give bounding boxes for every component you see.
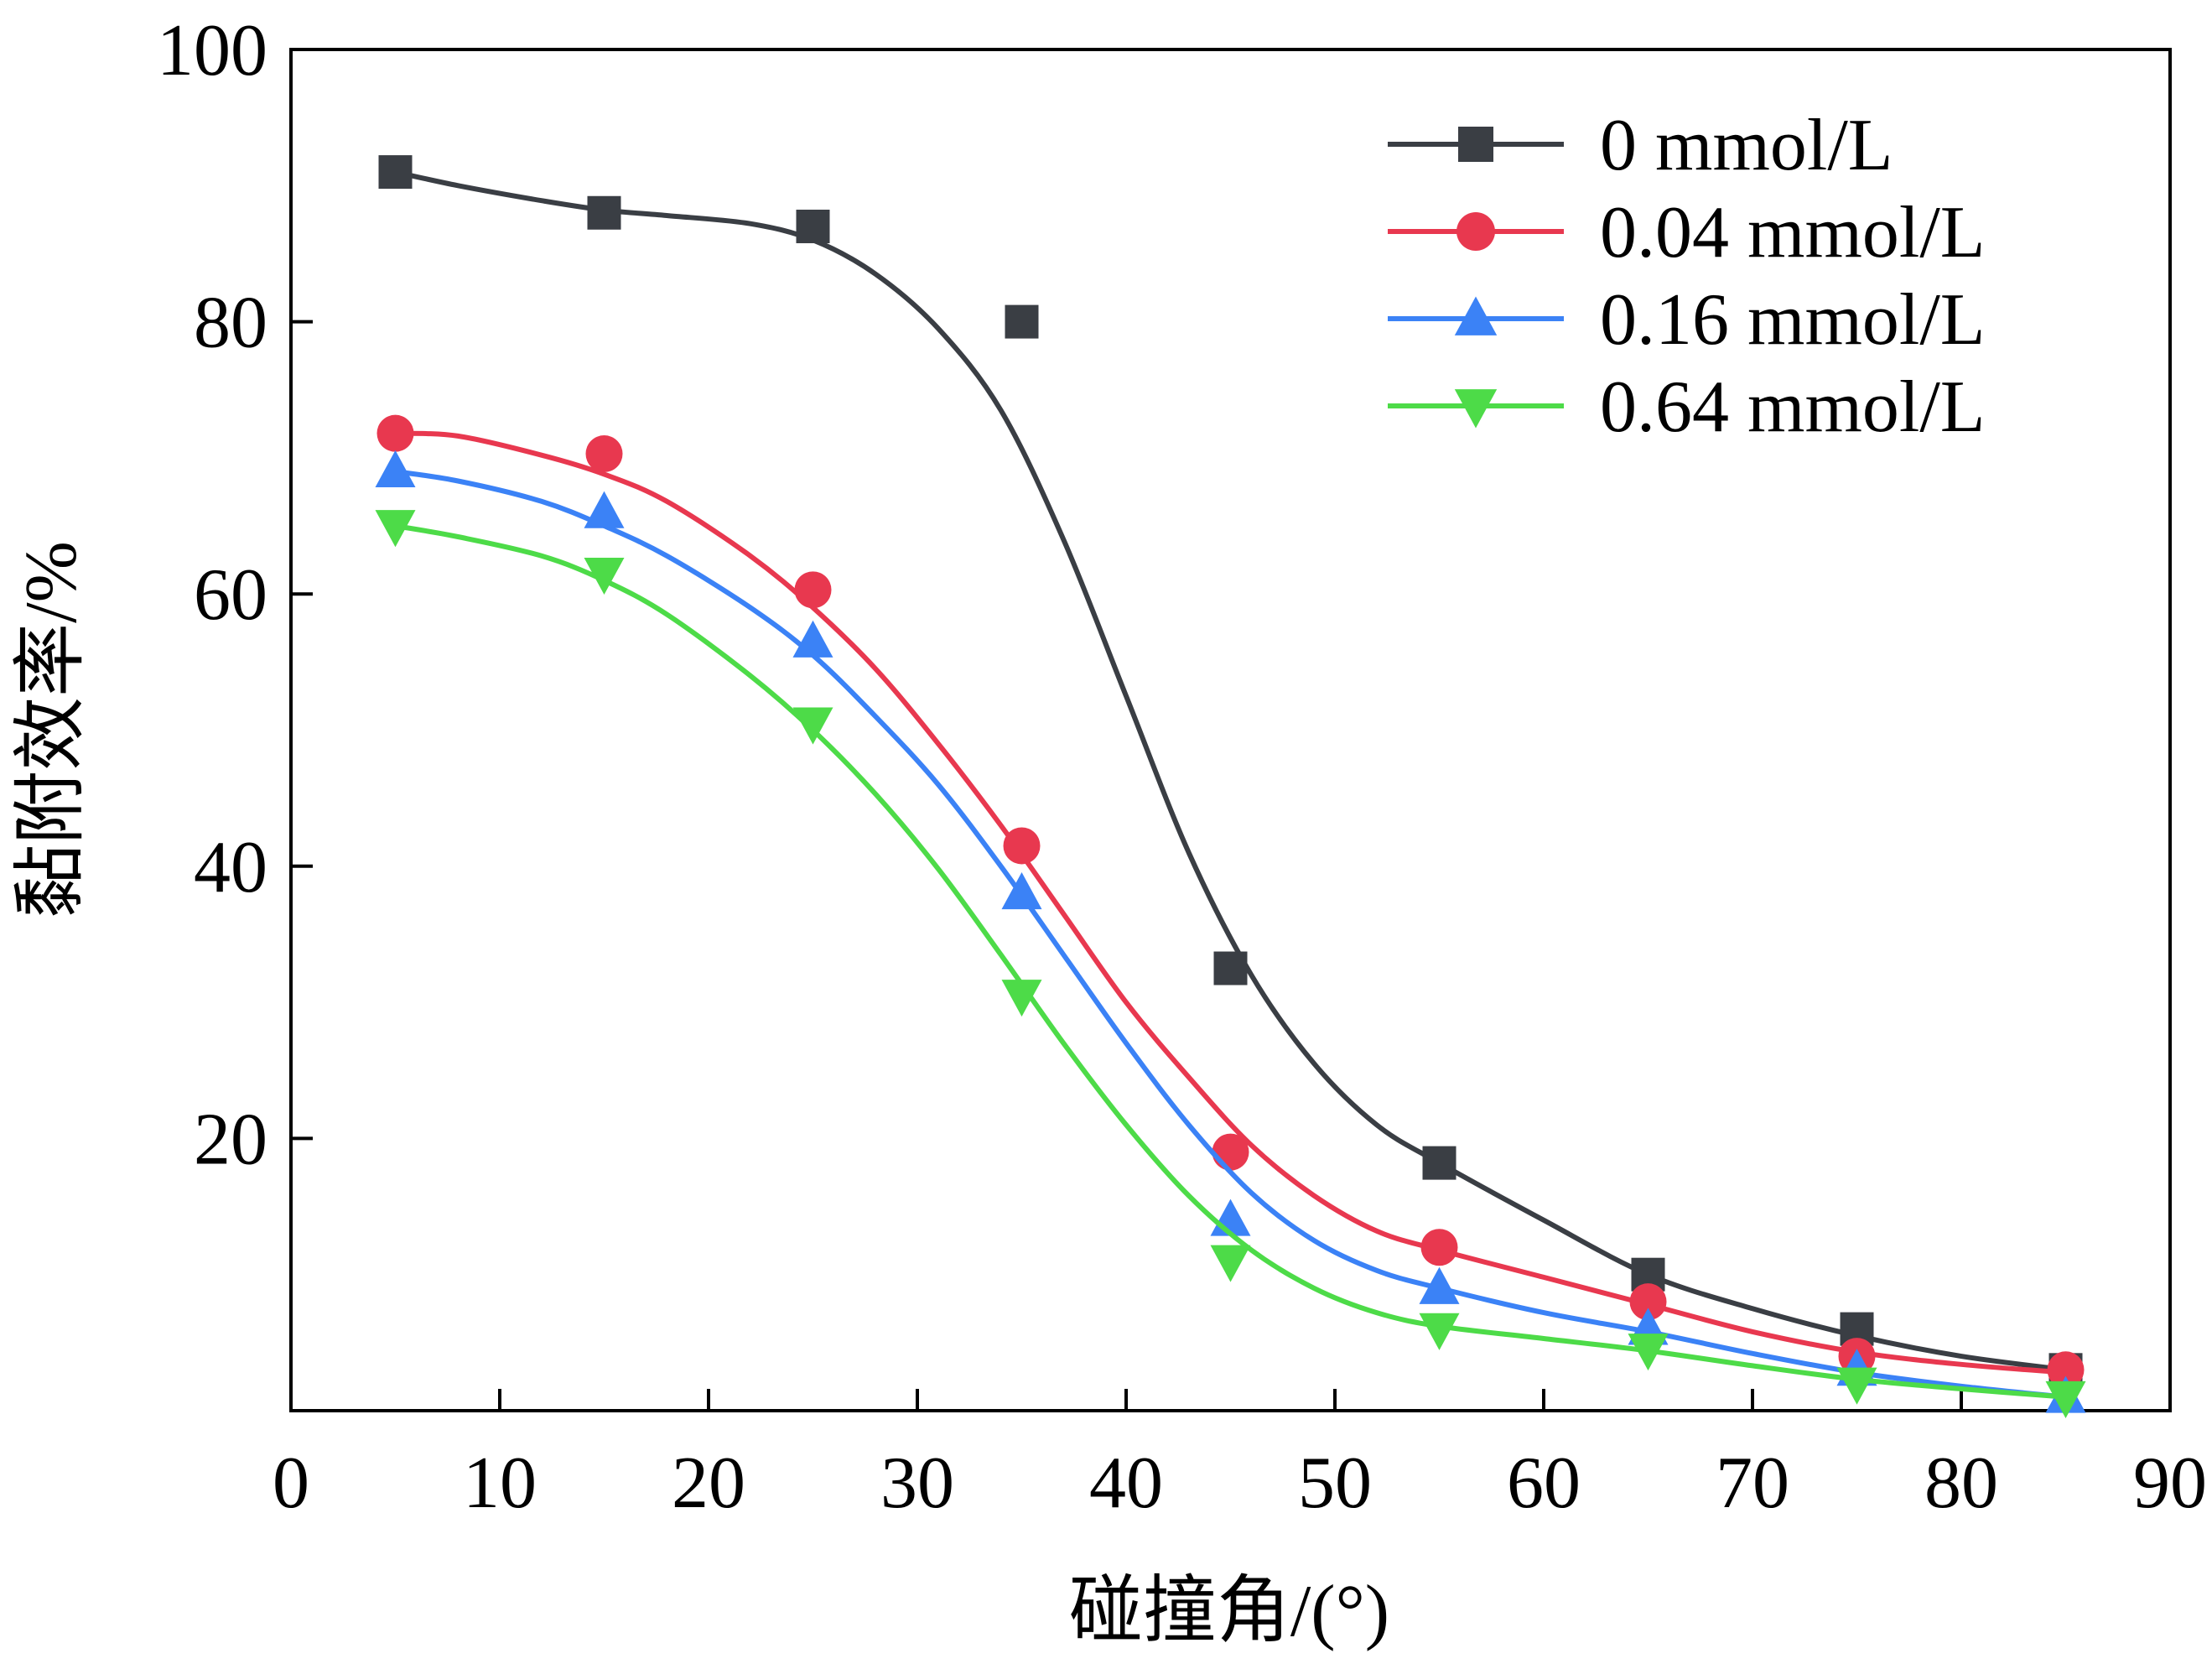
x-tick-label: 50: [1298, 1443, 1372, 1524]
data-point: [793, 621, 833, 658]
data-point: [1420, 1313, 1460, 1350]
y-tick-label: 60: [194, 554, 267, 636]
data-point: [1211, 1245, 1251, 1282]
y-tick-labels: 20 40 60 80 100: [157, 10, 267, 1180]
chart: 0 10 20 30 40 50 60 70 80 90 20 40 60 80 100 0 mmol/L…: [0, 0, 2212, 1669]
legend-item: 0.16 mmol/L: [1388, 279, 1986, 361]
x-tick-labels: 0 10 20 30 40 50 60 70 80 90: [273, 1443, 2207, 1524]
data-point: [588, 196, 621, 230]
x-tick-label: 20: [672, 1443, 745, 1524]
data-point: [795, 571, 832, 608]
data-point: [1423, 1146, 1456, 1180]
y-tick-label: 40: [194, 827, 267, 908]
data-point: [1005, 305, 1039, 339]
x-tick-label: 70: [1716, 1443, 1789, 1524]
x-tick-label: 90: [2133, 1443, 2207, 1524]
y-tick-label: 100: [157, 10, 267, 91]
legend-label: 0 mmol/L: [1600, 105, 1893, 186]
legend-label: 0.16 mmol/L: [1600, 279, 1986, 361]
legend-item: 0 mmol/L: [1388, 105, 1893, 186]
data-point: [793, 707, 833, 744]
x-axis-title: 碰撞角/(°): [1069, 1571, 1389, 1652]
data-point: [1421, 1229, 1458, 1266]
data-point: [1004, 827, 1041, 864]
legend-label: 0.04 mmol/L: [1600, 192, 1986, 273]
legend-marker: [1458, 127, 1493, 162]
data-point: [1002, 980, 1042, 1016]
legend-label: 0.64 mmol/L: [1600, 367, 1986, 448]
x-tick-label: 80: [1924, 1443, 1998, 1524]
data-point: [377, 415, 414, 452]
x-tick-label: 0: [273, 1443, 309, 1524]
series-1: [377, 415, 2085, 1389]
data-point: [379, 155, 413, 189]
data-point: [797, 210, 830, 243]
data-point: [586, 435, 623, 472]
legend-marker: [1455, 389, 1497, 428]
data-point: [1211, 1199, 1251, 1236]
data-point: [1212, 1134, 1249, 1171]
y-tick-label: 20: [194, 1099, 267, 1180]
legend-marker: [1455, 297, 1497, 335]
data-point: [1214, 952, 1248, 985]
legend-marker: [1456, 212, 1495, 251]
x-tick-label: 30: [880, 1443, 954, 1524]
y-axis-title: 黏附效率/%: [11, 541, 92, 918]
x-tick-label: 60: [1507, 1443, 1581, 1524]
legend-item: 0.04 mmol/L: [1388, 192, 1986, 273]
x-tick-label: 10: [463, 1443, 537, 1524]
x-tick-label: 40: [1089, 1443, 1163, 1524]
legend: 0 mmol/L0.04 mmol/L0.16 mmol/L0.64 mmol/…: [1388, 105, 1986, 448]
y-tick-label: 80: [194, 283, 267, 364]
data-point: [584, 491, 625, 528]
axis-ticks: [291, 322, 1961, 1411]
data-point: [1837, 1368, 1877, 1405]
data-point: [376, 450, 416, 487]
legend-item: 0.64 mmol/L: [1388, 367, 1986, 448]
